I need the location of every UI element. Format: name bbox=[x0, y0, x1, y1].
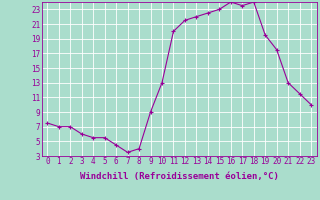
X-axis label: Windchill (Refroidissement éolien,°C): Windchill (Refroidissement éolien,°C) bbox=[80, 172, 279, 181]
